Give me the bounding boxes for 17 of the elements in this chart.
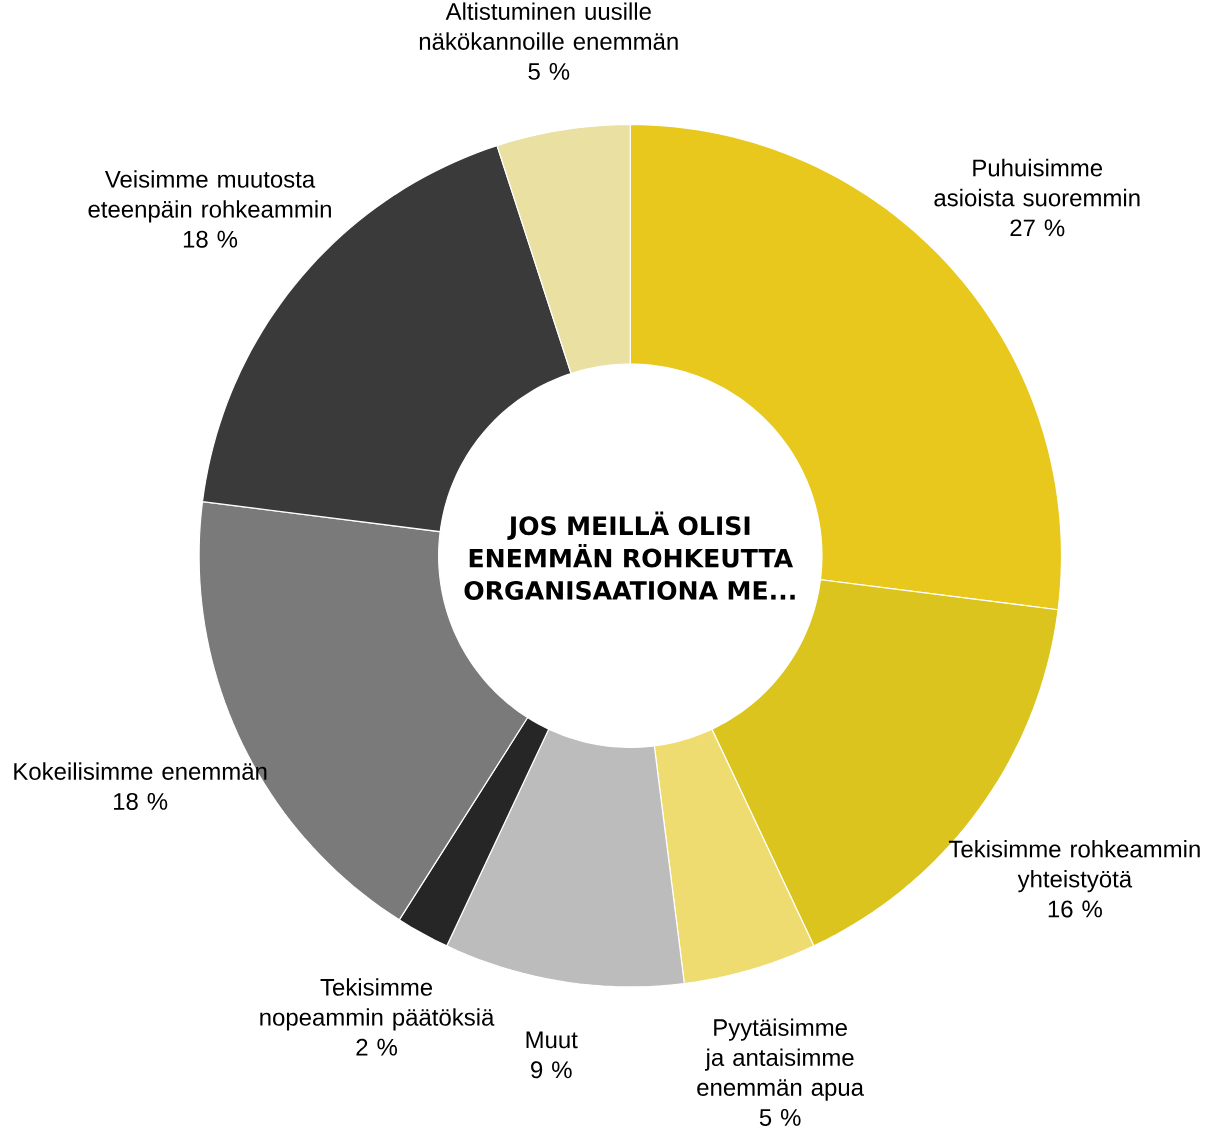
data-label: 27 % [1010,219,1065,237]
slice-label: Tekisimme nopeammin päätöksiä [260,978,495,1031]
data-label: 18 % [114,792,168,810]
slice-label: Veisimme muutosta eteenpäin rohkeammin [88,170,331,223]
slice-label: Muut [526,1031,578,1049]
slice-label: Tekisimme rohkeammin yhteistyötä [948,839,1200,893]
data-label: 5 % [528,62,570,80]
data-label: 2 % [356,1038,397,1056]
data-label: 18 % [183,230,238,248]
text: JOS MEILLÄ OLISI ENEMMÄN ROHKEUTTA ORGANISAATIONA ME... [464,511,795,600]
data-label: 16 % [1048,900,1102,918]
slice-label: Pyytäisimme ja antaisimme enemmän apua [697,1018,864,1101]
data-label: 5 % [759,1108,801,1126]
slice-label: Puhuisimme asioista suoremmin [934,158,1140,207]
slice-label: Altistuminen uusille näkökannoille enemmän [419,2,678,50]
data-label: 9 % [531,1061,572,1079]
slice-label: Kokeilisimme enemmän [14,762,267,780]
